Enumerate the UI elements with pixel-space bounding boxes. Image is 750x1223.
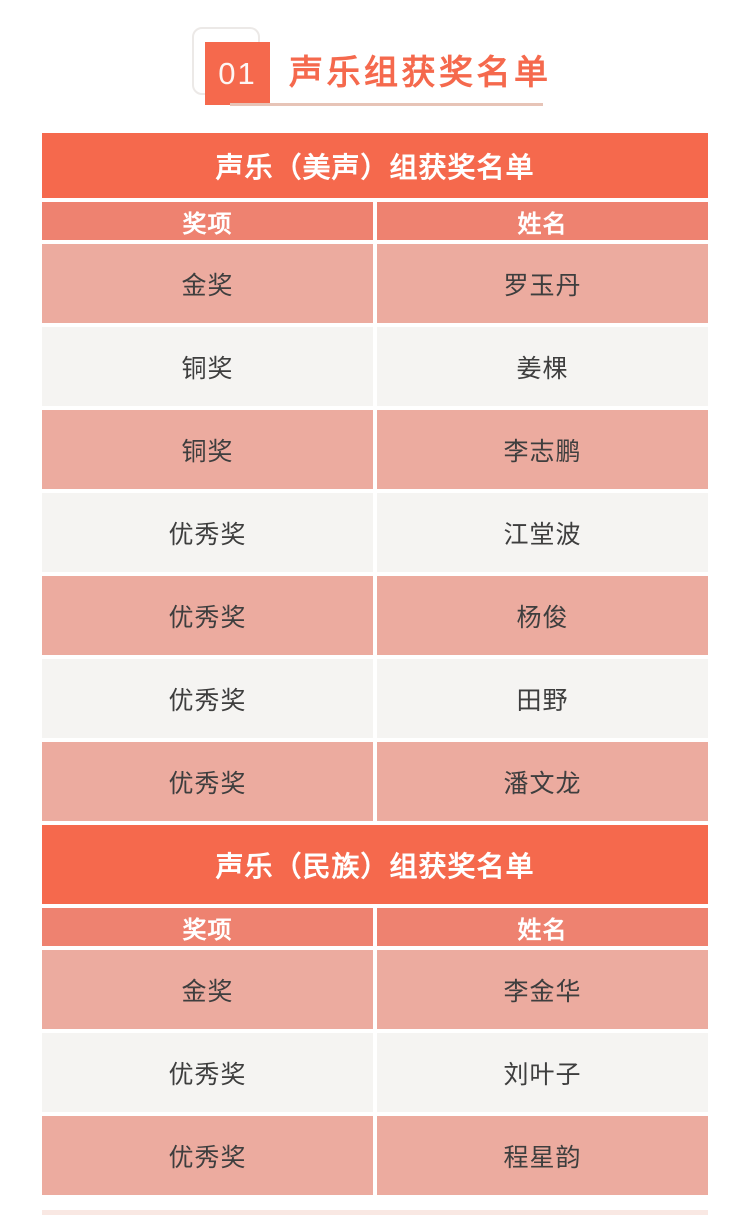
- table-row: 金奖 李金华: [42, 950, 708, 1029]
- column-header-award: 奖项: [42, 908, 373, 946]
- awards-tables: 声乐（美声）组获奖名单 奖项 姓名 金奖 罗玉丹 铜奖 姜棵 铜奖 李志鹏 优秀…: [42, 133, 708, 1195]
- table-row: 优秀奖 田野: [42, 659, 708, 738]
- award-cell: 金奖: [42, 244, 373, 323]
- name-cell: 潘文龙: [377, 742, 708, 821]
- award-cell: 优秀奖: [42, 742, 373, 821]
- table-row: 铜奖 姜棵: [42, 327, 708, 406]
- table-row: 优秀奖 潘文龙: [42, 742, 708, 821]
- table-row: 优秀奖 江堂波: [42, 493, 708, 572]
- section-number-badge: 01: [205, 42, 270, 105]
- page-title: 声乐组获奖名单: [289, 54, 552, 92]
- table-row: 金奖 罗玉丹: [42, 244, 708, 323]
- name-cell: 田野: [377, 659, 708, 738]
- column-header-row: 奖项 姓名: [42, 202, 708, 240]
- title-underline: [230, 103, 543, 106]
- next-section-edge-decoration: [42, 1210, 708, 1215]
- award-cell: 优秀奖: [42, 1033, 373, 1112]
- award-cell: 铜奖: [42, 410, 373, 489]
- award-cell: 优秀奖: [42, 493, 373, 572]
- award-cell: 优秀奖: [42, 1116, 373, 1195]
- section-header-belcanto: 声乐（美声）组获奖名单: [42, 133, 708, 198]
- name-cell: 李志鹏: [377, 410, 708, 489]
- table-row: 铜奖 李志鹏: [42, 410, 708, 489]
- name-cell: 杨俊: [377, 576, 708, 655]
- name-cell: 李金华: [377, 950, 708, 1029]
- column-header-name: 姓名: [377, 202, 708, 240]
- page-header: 01 声乐组获奖名单: [192, 27, 632, 112]
- table-row: 优秀奖 刘叶子: [42, 1033, 708, 1112]
- name-cell: 刘叶子: [377, 1033, 708, 1112]
- name-cell: 罗玉丹: [377, 244, 708, 323]
- name-cell: 江堂波: [377, 493, 708, 572]
- award-cell: 优秀奖: [42, 576, 373, 655]
- column-header-name: 姓名: [377, 908, 708, 946]
- name-cell: 程星韵: [377, 1116, 708, 1195]
- table-row: 优秀奖 程星韵: [42, 1116, 708, 1195]
- column-header-award: 奖项: [42, 202, 373, 240]
- section-header-folk: 声乐（民族）组获奖名单: [42, 825, 708, 904]
- column-header-row: 奖项 姓名: [42, 908, 708, 946]
- table-row: 优秀奖 杨俊: [42, 576, 708, 655]
- award-cell: 铜奖: [42, 327, 373, 406]
- award-cell: 金奖: [42, 950, 373, 1029]
- award-cell: 优秀奖: [42, 659, 373, 738]
- name-cell: 姜棵: [377, 327, 708, 406]
